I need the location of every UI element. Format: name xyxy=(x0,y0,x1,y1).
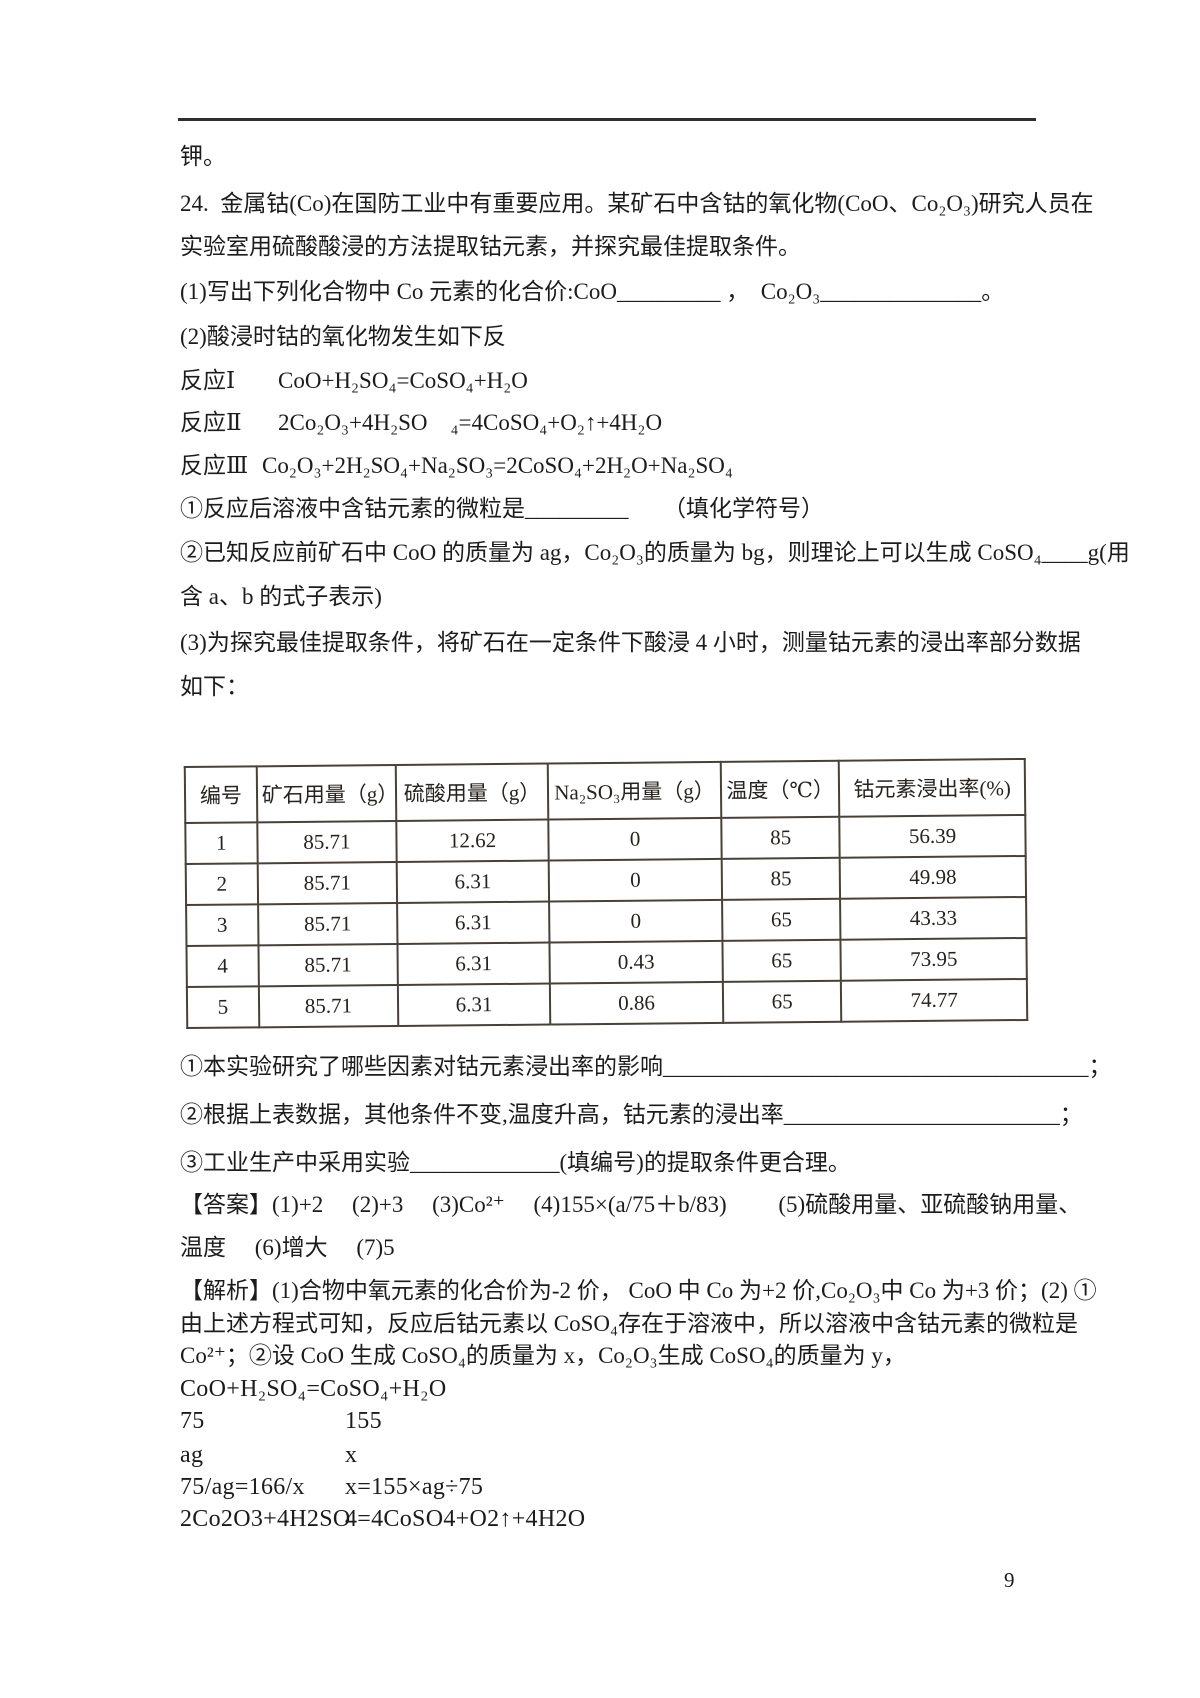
table-header-id: 编号 xyxy=(184,766,258,824)
part-1-question: (1)写出下列化合物中 Co 元素的化合价:CoO_________ ， Co₂… xyxy=(180,279,1005,304)
table-row: 5 85.71 6.31 0.86 65 74.77 xyxy=(186,978,1028,1029)
part-3-subquestion-3: ③工业生产中采用实验_____________(填编号)的提取条件更合理。 xyxy=(180,1150,851,1175)
table-cell: 4 xyxy=(186,945,259,988)
table-cell: 85.71 xyxy=(257,821,397,864)
page-number: 9 xyxy=(1004,1568,1015,1592)
table-cell: 74.77 xyxy=(841,978,1028,1022)
table-cell: 6.31 xyxy=(397,983,551,1026)
table-header-row: 编号 矿石用量（g） 硫酸用量（g） Na₂SO₃用量（g） 温度（℃） 钴元素… xyxy=(184,758,1026,824)
part-2-subquestion-2-line-1: ②已知反应前矿石中 CoO 的质量为 ag，Co₂O₃的质量为 bg，则理论上可… xyxy=(180,540,1130,565)
reaction-1-line: 反应Ⅰ CoO+H₂SO₄=CoSO₄+H₂O xyxy=(180,366,528,396)
answer-line-1: 【答案】(1)+2 (2)+3 (3)Co²⁺ (4)155×(a/75＋b/8… xyxy=(180,1192,1082,1217)
table-header-leach-rate: 钴元素浸出率(%) xyxy=(838,758,1026,817)
reaction-2-label: 反应Ⅱ xyxy=(180,410,242,435)
analysis-line-1: 【解析】(1)合物中氧元素的化合价为-2 价， CoO 中 Co 为+2 价,C… xyxy=(180,1278,1097,1303)
work-var-x: x xyxy=(345,1442,358,1468)
work-equation-1: CoO+H₂SO₄=CoSO₄+H₂O xyxy=(180,1376,447,1402)
work-var-ag: ag xyxy=(180,1442,204,1468)
part-3-intro-line-1: (3)为探究最佳提取条件，将矿石在一定条件下酸浸 4 小时，测量钴元素的浸出率部… xyxy=(180,630,1081,655)
table-cell: 0.43 xyxy=(549,940,723,984)
table-header-temperature: 温度（℃） xyxy=(720,760,840,818)
top-divider-rule xyxy=(178,118,1036,121)
part-3-intro-line-2: 如下： xyxy=(180,674,249,699)
table-cell: 6.31 xyxy=(397,942,550,986)
reaction-3-line: 反应Ⅲ Co₂O₃+2H₂SO₄+Na₂SO₃=2CoSO₄+2H₂O+Na₂SO… xyxy=(180,451,733,481)
work-proportion: 75/ag=166/x xyxy=(180,1474,305,1500)
table-cell: 3 xyxy=(186,904,259,947)
answer-line-2: 温度 (6)增大 (7)5 xyxy=(180,1235,395,1260)
work-mass-coo: 75 xyxy=(180,1408,205,1434)
table-cell: 85 xyxy=(721,857,841,900)
table-cell: 65 xyxy=(722,980,842,1023)
reaction-1-label: 反应Ⅰ xyxy=(180,368,236,393)
question-24-line-2: 实验室用硫酸酸浸的方法提取钴元素，并探究最佳提取条件。 xyxy=(180,234,801,259)
work-mass-row: 75 155 xyxy=(180,1406,382,1436)
table-cell: 5 xyxy=(186,986,260,1029)
question-24-line-1: 24. 金属钴(Co)在国防工业中有重要应用。某矿石中含钴的氧化物(CoO、Co… xyxy=(180,191,1094,216)
reaction-1-equation: CoO+H₂SO₄=CoSO₄+H₂O xyxy=(278,368,528,393)
table-cell: 6.31 xyxy=(396,860,550,904)
part-3-subquestion-2: ②根据上表数据，其他条件不变,温度升高，钴元素的浸出率_____________… xyxy=(180,1102,1083,1127)
work-equation-2-left: 2Co2O3+4H2SO xyxy=(180,1506,351,1532)
table-cell: 1 xyxy=(185,822,258,865)
work-variable-row: ag x xyxy=(180,1440,357,1470)
work-mass-coso4: 155 xyxy=(345,1408,382,1434)
table-cell: 0.86 xyxy=(549,981,724,1025)
work-solve-x: x=155×ag÷75 xyxy=(345,1474,484,1500)
part-2-subquestion-1: ①反应后溶液中含钴元素的微粒是_________ （填化学符号） xyxy=(180,496,824,521)
table-cell: 73.95 xyxy=(840,937,1027,981)
table-cell: 49.98 xyxy=(839,855,1027,899)
table-cell: 0 xyxy=(548,817,722,861)
table-cell: 85 xyxy=(721,816,840,859)
table-cell: 85.71 xyxy=(257,862,398,905)
analysis-line-3: Co²⁺；②设 CoO 生成 CoSO₄的质量为 x，Co₂O₃生成 CoSO₄… xyxy=(180,1343,906,1368)
table-cell: 85.71 xyxy=(258,944,398,987)
table-cell: 6.31 xyxy=(397,901,550,945)
table-cell: 65 xyxy=(722,939,842,982)
table-header-na2so3-amount: Na₂SO₃用量（g） xyxy=(547,761,722,820)
table-cell: 65 xyxy=(722,898,841,941)
table-cell: 43.33 xyxy=(840,896,1027,940)
work-equation-2-right: 4=4CoSO4+O2↑+4H2O xyxy=(345,1506,586,1532)
table-header-acid-amount: 硫酸用量（g） xyxy=(395,763,549,822)
part-2-subquestion-2-line-2: 含 a、b 的式子表示) xyxy=(180,584,382,609)
table-cell: 0 xyxy=(549,899,723,943)
work-equation-2-row: 2Co2O3+4H2SO 4=4CoSO4+O2↑+4H2O xyxy=(180,1504,585,1534)
part-2-intro: (2)酸浸时钴的氧化物发生如下反 xyxy=(180,324,506,349)
table-cell: 12.62 xyxy=(396,819,549,863)
previous-answer-tail: 钾。 xyxy=(180,144,226,169)
work-proportion-row: 75/ag=166/x x=155×ag÷75 xyxy=(180,1472,483,1502)
reaction-3-equation: Co₂O₃+2H₂SO₄+Na₂SO₃=2CoSO₄+2H₂O+Na₂SO₄ xyxy=(262,453,733,478)
reaction-3-label: 反应Ⅲ xyxy=(180,453,249,478)
part-3-subquestion-1: ①本实验研究了哪些因素对钴元素浸出率的影响___________________… xyxy=(180,1054,1112,1079)
analysis-line-2: 由上述方程式可知，反应后钴元素以 CoSO₄存在于溶液中，所以溶液中含钴元素的微… xyxy=(180,1311,1079,1336)
table-header-ore-amount: 矿石用量（g） xyxy=(256,765,398,823)
table-cell: 56.39 xyxy=(839,814,1026,858)
reaction-2-line: 反应Ⅱ 2Co₂O₃+4H₂SO ₄=4CoSO₄+O₂↑+4H₂O xyxy=(180,408,662,438)
table-cell: 2 xyxy=(185,863,258,906)
table-cell: 0 xyxy=(548,858,723,902)
experiment-data-table: 编号 矿石用量（g） 硫酸用量（g） Na₂SO₃用量（g） 温度（℃） 钴元素… xyxy=(184,758,1028,1029)
reaction-2-equation: 2Co₂O₃+4H₂SO ₄=4CoSO₄+O₂↑+4H₂O xyxy=(278,410,663,435)
table-cell: 85.71 xyxy=(258,985,399,1028)
table-cell: 85.71 xyxy=(257,903,398,946)
